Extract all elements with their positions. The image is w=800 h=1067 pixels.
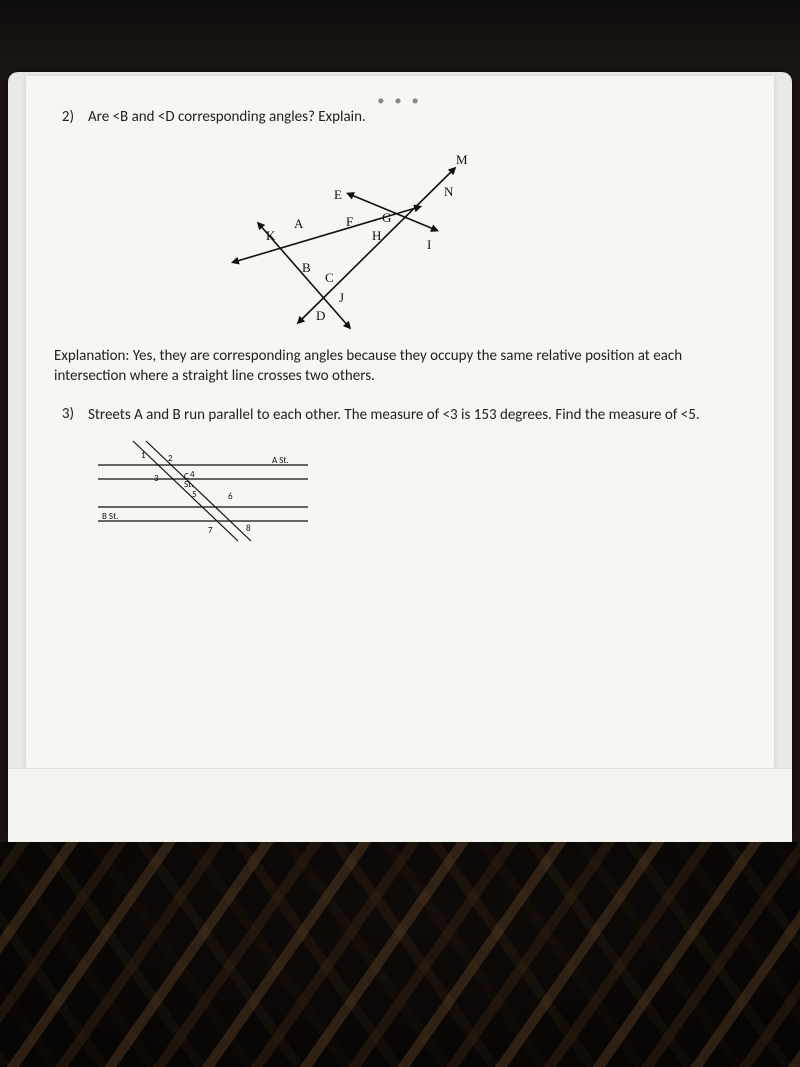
- q3-label-n5: 5: [192, 489, 197, 500]
- q2-label-A: A: [294, 216, 303, 232]
- q3-label-ASt: A St.: [272, 455, 289, 466]
- question-3-line: 3) Streets A and B run parallel to each …: [54, 405, 746, 425]
- q3-number: 3): [54, 405, 74, 425]
- q2-label-G: G: [382, 210, 391, 226]
- q2-diagram: MNEFGHIAKBCJD: [204, 132, 464, 342]
- q2-label-I: I: [427, 237, 431, 253]
- q2-label-E: E: [334, 187, 342, 203]
- tablet-body: ● ● ● 2) Are <B and <D corresponding ang…: [8, 72, 792, 842]
- q2-label-B: B: [302, 260, 311, 276]
- photo-frame: ● ● ● 2) Are <B and <D corresponding ang…: [0, 0, 800, 1067]
- q2-number: 2): [54, 108, 74, 126]
- q3-label-n2: 2: [168, 453, 173, 464]
- q2-label-J: J: [339, 290, 344, 306]
- q2-svg: [204, 132, 464, 342]
- q3-diagram: A St.B St.CSt.12345678: [88, 433, 318, 543]
- question-2-line: 2) Are <B and <D corresponding angles? E…: [54, 108, 746, 126]
- q2-label-D: D: [316, 308, 325, 324]
- q2-label-C: C: [325, 270, 334, 286]
- q3-svg: [88, 433, 318, 543]
- q3-label-n7: 7: [208, 525, 213, 536]
- plaid-shadow: [0, 842, 800, 1067]
- q2-label-M: M: [456, 152, 468, 168]
- ellipsis-dots: ● ● ●: [54, 94, 746, 108]
- q3-diagram-wrap: A St.B St.CSt.12345678: [88, 433, 746, 553]
- q3-label-n8: 8: [246, 523, 251, 534]
- q3-label-n1: 1: [141, 450, 146, 461]
- q3-label-n3: 3: [154, 473, 159, 484]
- q2-diagram-wrap: MN EF GH I A K BCJD: [54, 132, 746, 342]
- q2-label-F: F: [346, 214, 353, 230]
- device-top-bezel: [0, 0, 800, 72]
- plaid-blanket-background: [0, 842, 800, 1067]
- q2-explanation: Explanation: Yes, they are corresponding…: [54, 346, 746, 387]
- q2-label-K: K: [266, 228, 275, 244]
- document-page: ● ● ● 2) Are <B and <D corresponding ang…: [26, 76, 774, 768]
- tablet-bottom-strip: [8, 768, 792, 842]
- q3-text: Streets A and B run parallel to each oth…: [88, 405, 746, 425]
- q2-text: Are <B and <D corresponding angles? Expl…: [88, 108, 366, 126]
- q3-label-n6: 6: [228, 491, 233, 502]
- q3-label-BSt: B St.: [102, 511, 118, 522]
- q2-label-H: H: [372, 228, 381, 244]
- q3-label-n4: 4: [190, 469, 195, 480]
- q2-label-N: N: [444, 184, 453, 200]
